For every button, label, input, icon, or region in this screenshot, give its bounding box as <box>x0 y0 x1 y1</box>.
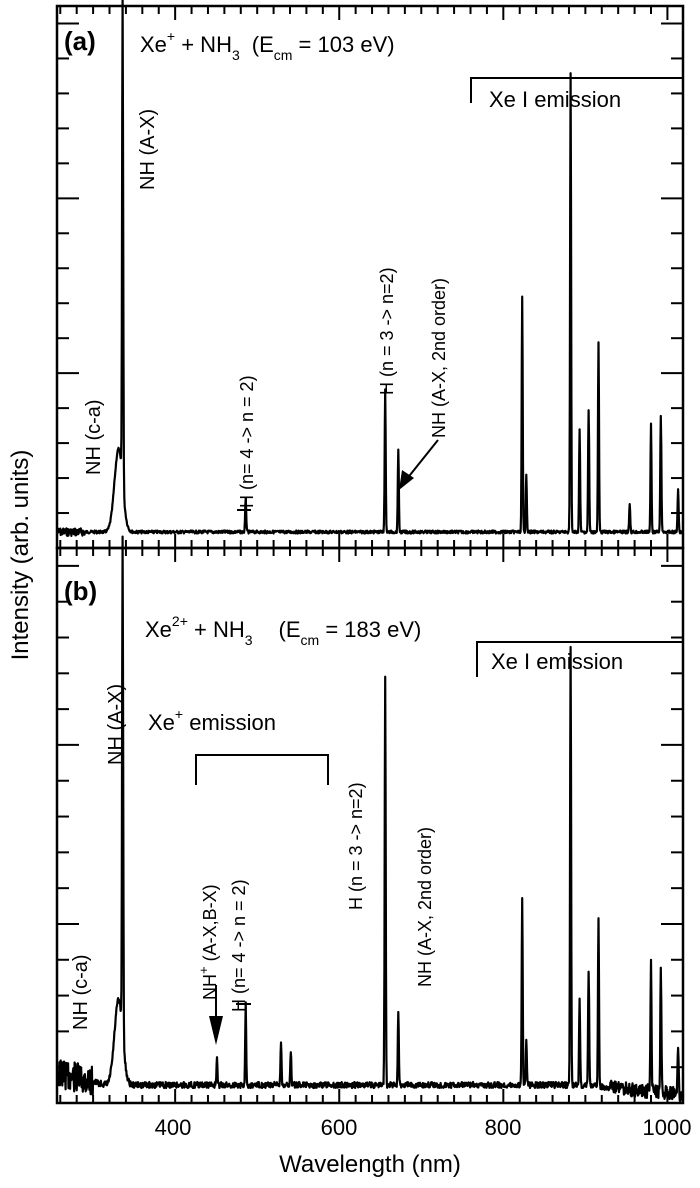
panel-a-label-nh-ca: NH (c-a) <box>83 399 105 475</box>
panel-b-reaction: Xe2+ + NH3 (Ecm = 183 eV) <box>145 613 421 648</box>
panel-b-xe-plus-label: Xe+ emission <box>148 706 276 735</box>
panel-a-nh-2nd-arrowhead-icon <box>399 470 414 490</box>
x-axis-label: Wavelength (nm) <box>279 1151 461 1178</box>
panel-b-label-h32: H (n = 3 -> n=2) <box>346 782 366 910</box>
panel-b-label-h42: H (n= 4 -> n = 2) <box>229 879 249 1012</box>
x-tick-label-400: 400 <box>155 1115 192 1140</box>
panel-a-nh-2nd-arrow-line <box>405 439 439 481</box>
panel-b-label-nh-ax: NH (A-X) <box>105 684 127 765</box>
axis-ticks <box>57 6 683 1103</box>
panel-b-label-nh-ca: NH (c-a) <box>70 954 92 1030</box>
panel-a-tag: (a) <box>64 26 96 56</box>
panel-b-spectrum <box>56 535 684 1103</box>
panel-b-xe-i-bracket <box>476 641 683 677</box>
spectrum-trace <box>56 0 684 537</box>
panel-a-label-nh-2nd: NH (A-X, 2nd order) <box>429 278 449 438</box>
panel-b-label-nhp: NH+ (A-X,B-X) <box>196 884 220 1000</box>
panel-b-frame <box>55 546 685 1105</box>
panel-b-xe-plus-bracket <box>195 754 329 785</box>
panel-b-nhp-arrowhead-icon <box>209 1016 223 1045</box>
x-tick-label-600: 600 <box>321 1115 358 1140</box>
spectrum-trace <box>56 535 684 1103</box>
x-tick-label-800: 800 <box>485 1115 522 1140</box>
panel-a-spectrum <box>56 0 684 537</box>
panel-a-xe-i-bracket <box>470 77 683 103</box>
panel-b-xe-i-label: Xe I emission <box>491 649 623 674</box>
panel-a-label-h42: H (n= 4 -> n = 2) <box>237 375 257 508</box>
panel-a-label-nh-ax: NH (A-X) <box>137 109 159 190</box>
panel-b-label-nh-2nd: NH (A-X, 2nd order) <box>415 827 435 987</box>
panel-a-xe-i-label: Xe I emission <box>489 87 621 112</box>
panel-b-tag: (b) <box>64 576 97 606</box>
panel-a-label-h32: H (n = 3 -> n=2) <box>377 267 397 395</box>
panel-a-reaction: Xe+ + NH3 (Ecm = 103 eV) <box>140 28 395 63</box>
x-tick-label-1000: 1000 <box>643 1115 692 1140</box>
y-axis-label: Intensity (arb. units) <box>7 450 34 661</box>
